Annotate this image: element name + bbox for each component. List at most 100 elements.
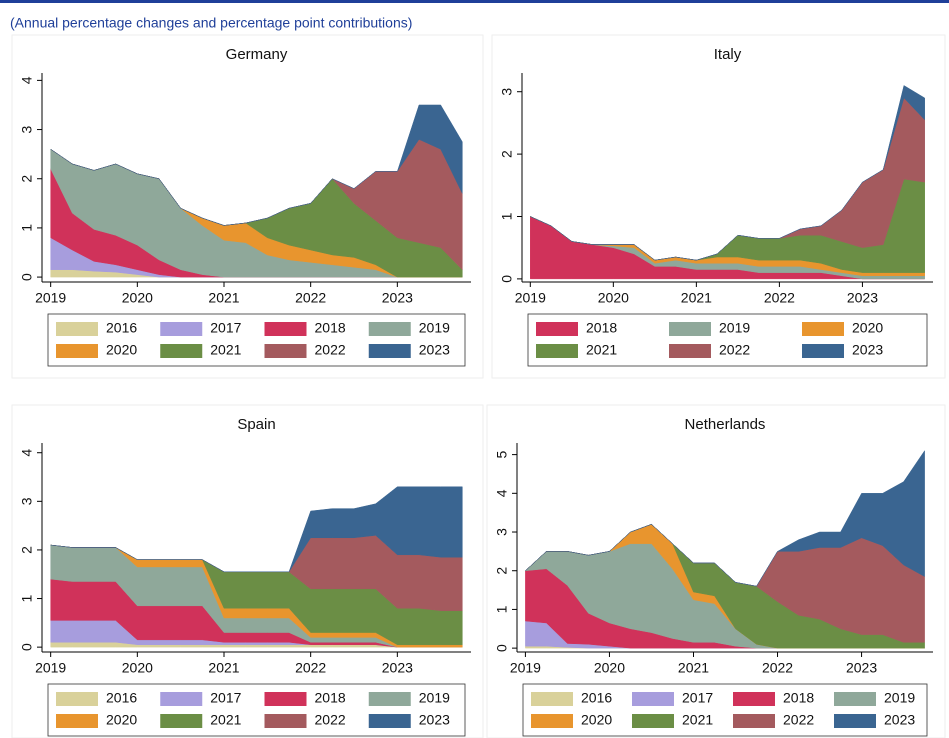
y-tick-label: 1 [19, 224, 35, 232]
legend-swatch [733, 714, 775, 728]
legend-swatch [632, 714, 674, 728]
legend-swatch [56, 714, 98, 728]
legend-swatch [368, 692, 411, 706]
legend-swatch [834, 714, 876, 728]
legend-box [527, 313, 928, 367]
legend-label: 2018 [315, 690, 346, 706]
x-tick-label: 2022 [762, 660, 793, 676]
legend-label: 2017 [210, 320, 241, 336]
x-tick-label: 2019 [35, 660, 66, 676]
legend-label: 2022 [783, 712, 814, 728]
legend-swatch [669, 344, 711, 358]
y-tick-label: 3 [494, 528, 510, 536]
legend-label: 2021 [210, 342, 241, 358]
legend-swatch [56, 344, 98, 358]
legend-swatch [834, 692, 876, 706]
y-tick-label: 0 [19, 643, 35, 651]
x-tick-label: 2019 [510, 660, 541, 676]
x-tick-label: 2019 [35, 290, 66, 306]
panel-title: Spain [237, 416, 275, 433]
legend-label: 2021 [682, 712, 713, 728]
y-tick-label: 4 [494, 489, 510, 497]
y-tick-label: 0 [19, 273, 35, 281]
legend-label: 2017 [210, 690, 241, 706]
legend-swatch [536, 322, 578, 336]
legend-label: 2021 [586, 342, 617, 358]
area-segment [50, 486, 463, 573]
legend-label: 2019 [419, 320, 450, 336]
legend-label: 2019 [419, 690, 450, 706]
legend-label: 2016 [581, 690, 612, 706]
x-tick-label: 2023 [847, 290, 878, 306]
y-tick-label: 0 [494, 644, 510, 652]
legend-label: 2018 [586, 320, 617, 336]
legend-swatch [536, 344, 578, 358]
panel-title: Italy [714, 46, 742, 63]
x-tick-label: 2021 [681, 290, 712, 306]
legend-swatch [802, 344, 844, 358]
legend-swatch [632, 692, 674, 706]
legend-swatch [160, 714, 203, 728]
top-rule [0, 0, 949, 3]
x-tick-label: 2020 [598, 290, 629, 306]
x-tick-label: 2023 [846, 660, 877, 676]
legend-label: 2020 [106, 712, 137, 728]
legend-swatch [264, 322, 307, 336]
legend-swatch [368, 344, 411, 358]
x-tick-label: 2021 [678, 660, 709, 676]
subtitle: (Annual percentage changes and percentag… [10, 15, 412, 31]
legend-label: 2021 [210, 712, 241, 728]
legend-label: 2023 [884, 712, 915, 728]
legend-swatch [531, 714, 573, 728]
y-tick-label: 0 [499, 275, 515, 283]
legend-label: 2023 [852, 342, 883, 358]
x-tick-label: 2021 [208, 290, 239, 306]
legend-label: 2018 [315, 320, 346, 336]
legend-swatch [264, 692, 307, 706]
y-tick-label: 3 [499, 88, 515, 96]
y-tick-label: 4 [19, 76, 35, 84]
x-tick-label: 2023 [382, 660, 413, 676]
y-tick-label: 3 [19, 497, 35, 505]
area-segment [525, 449, 925, 587]
y-tick-label: 1 [499, 212, 515, 220]
legend-swatch [669, 322, 711, 336]
legend-label: 2019 [719, 320, 750, 336]
legend-swatch [160, 322, 203, 336]
legend-label: 2017 [682, 690, 713, 706]
x-tick-label: 2021 [208, 660, 239, 676]
x-tick-label: 2020 [122, 660, 153, 676]
area-segment [530, 85, 925, 261]
legend-swatch [264, 714, 307, 728]
x-tick-label: 2022 [764, 290, 795, 306]
legend-swatch [56, 322, 98, 336]
x-tick-label: 2019 [515, 290, 546, 306]
legend-swatch [264, 344, 307, 358]
legend-swatch [160, 692, 203, 706]
legend-label: 2022 [719, 342, 750, 358]
legend-label: 2019 [884, 690, 915, 706]
y-tick-label: 5 [494, 451, 510, 459]
legend-swatch [733, 692, 775, 706]
y-tick-label: 2 [19, 546, 35, 554]
legend-label: 2016 [106, 320, 137, 336]
legend-label: 2023 [419, 712, 450, 728]
y-tick-label: 2 [499, 150, 515, 158]
legend-swatch [368, 322, 411, 336]
y-tick-label: 3 [19, 125, 35, 133]
legend-label: 2020 [852, 320, 883, 336]
legend-swatch [368, 714, 411, 728]
panel-title: Germany [226, 46, 288, 63]
legend-label: 2023 [419, 342, 450, 358]
area-segment [50, 104, 463, 226]
legend-label: 2020 [106, 342, 137, 358]
x-tick-label: 2022 [295, 290, 326, 306]
legend-swatch [531, 692, 573, 706]
x-tick-label: 2020 [594, 660, 625, 676]
y-tick-label: 4 [19, 449, 35, 457]
x-tick-label: 2020 [122, 290, 153, 306]
legend-label: 2022 [315, 342, 346, 358]
legend-swatch [802, 322, 844, 336]
legend-label: 2018 [783, 690, 814, 706]
